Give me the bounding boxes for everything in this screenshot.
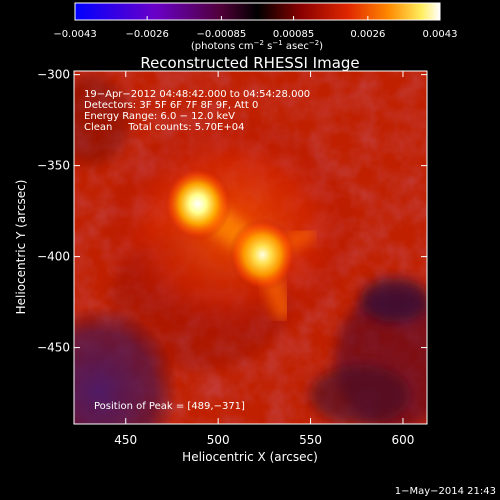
colorbar-ticks: −0.0043 −0.0026 −0.00085 0.00085 0.0026 0.004… bbox=[53, 16, 458, 40]
y-tick-label: −400 bbox=[37, 250, 70, 264]
annotation-time: 19−Apr−2012 04:48:42.000 to 04:54:28.000 bbox=[84, 89, 310, 100]
x-axis-label: Heliocentric X (arcsec) bbox=[182, 450, 318, 464]
plot-image bbox=[74, 71, 427, 424]
y-tick-label: −300 bbox=[37, 68, 70, 82]
dim-region bbox=[310, 365, 410, 424]
colorbar-tick-label: −0.0043 bbox=[53, 29, 96, 40]
x-tick-label: 550 bbox=[299, 433, 322, 447]
dim-region bbox=[360, 278, 427, 322]
x-tick-label: 500 bbox=[207, 433, 230, 447]
source-layer bbox=[74, 114, 361, 424]
annotation-detectors: Detectors: 3F 5F 6F 7F 8F 9F, Att 0 bbox=[84, 100, 258, 111]
chart-title: Reconstructed RHESSI Image bbox=[140, 54, 359, 72]
annotation-counts: Clean Total counts: 5.70E+04 bbox=[84, 122, 244, 133]
colorbar bbox=[74, 2, 441, 21]
dim-region bbox=[74, 75, 130, 165]
negative-region bbox=[74, 306, 179, 424]
x-axis: 450 500 550 600 bbox=[114, 71, 414, 447]
colorbar-tick-label: 0.00085 bbox=[273, 29, 314, 40]
x-tick-label: 450 bbox=[114, 433, 137, 447]
source-peak bbox=[228, 218, 297, 292]
plot-frame bbox=[73, 70, 428, 425]
y-axis-label: Heliocentric Y (arcsec) bbox=[14, 180, 28, 315]
x-tick-label: 600 bbox=[392, 433, 415, 447]
footer-date: 1−May−2014 21:43 bbox=[395, 486, 496, 497]
colorbar-tick-label: 0.0026 bbox=[350, 29, 385, 40]
y-axis: −300 −350 −400 −450 bbox=[37, 68, 427, 355]
y-tick-label: −350 bbox=[37, 159, 70, 173]
colorbar-tick-label: 0.0043 bbox=[423, 29, 458, 40]
y-tick-label: −450 bbox=[37, 341, 70, 355]
annotation-energy: Energy Range: 6.0 − 12.0 keV bbox=[84, 111, 235, 122]
colorbar-tick-label: −0.0026 bbox=[125, 29, 168, 40]
colorbar-tick-label: −0.00085 bbox=[197, 29, 247, 40]
info-annotations: 19−Apr−2012 04:48:42.000 to 04:54:28.000… bbox=[84, 89, 310, 412]
peak-position-label: Position of Peak = [489,−371] bbox=[94, 401, 245, 412]
colorbar-unit-label: (photons cm−2 s−1 asec−2) bbox=[191, 39, 323, 52]
source-peak bbox=[163, 167, 232, 241]
